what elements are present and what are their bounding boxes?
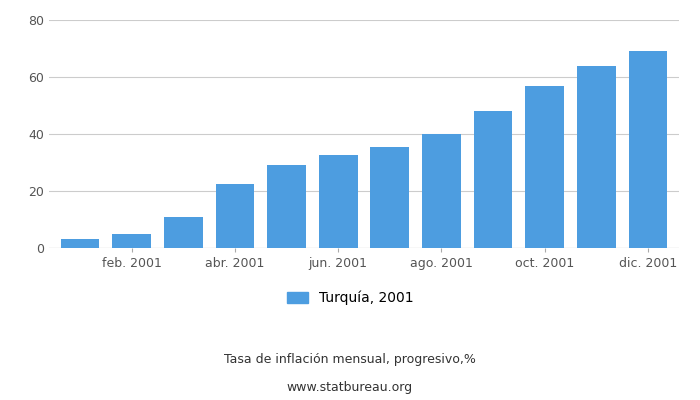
Bar xyxy=(629,51,667,248)
Bar xyxy=(164,217,202,248)
Bar xyxy=(474,111,512,248)
Bar xyxy=(216,184,254,248)
Bar xyxy=(318,155,358,248)
Text: Tasa de inflación mensual, progresivo,%: Tasa de inflación mensual, progresivo,% xyxy=(224,354,476,366)
Bar xyxy=(267,165,306,248)
Bar xyxy=(422,134,461,248)
Bar xyxy=(112,234,151,248)
Legend: Turquía, 2001: Turquía, 2001 xyxy=(287,290,413,305)
Text: www.statbureau.org: www.statbureau.org xyxy=(287,382,413,394)
Bar xyxy=(577,66,616,248)
Bar xyxy=(526,86,564,248)
Bar xyxy=(61,240,99,248)
Bar xyxy=(370,147,410,248)
